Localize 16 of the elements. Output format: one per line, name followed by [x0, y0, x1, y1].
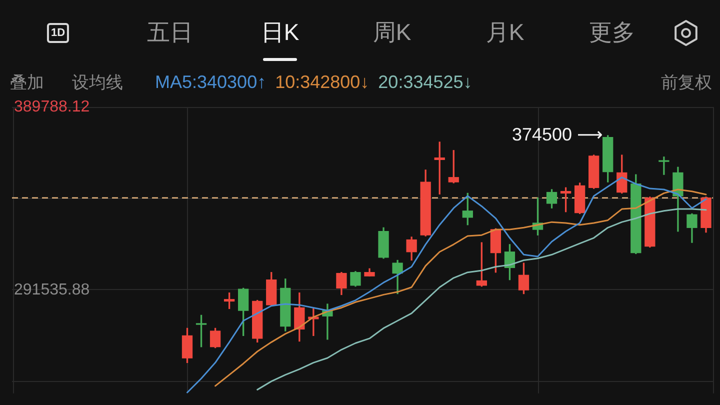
text: 周K	[372, 18, 412, 46]
text: 前复权	[661, 72, 712, 94]
y-tick-label: 389788.12	[14, 98, 90, 116]
text: 20:334525↓	[378, 72, 472, 92]
candlestick	[658, 156, 670, 175]
text: 1D	[46, 23, 70, 43]
annotation: 374500 ⟶	[512, 124, 603, 144]
text: 设均线	[72, 72, 123, 94]
text: 叠加	[10, 72, 44, 94]
text: MA5:340300↑	[155, 72, 266, 92]
text: 五日	[147, 18, 193, 46]
y-tick-label: 291535.88	[14, 281, 90, 298]
text: 日K	[260, 18, 300, 46]
text: 月K	[486, 18, 524, 46]
text: 10:342800↓	[275, 72, 370, 92]
text: 更多	[589, 18, 635, 46]
